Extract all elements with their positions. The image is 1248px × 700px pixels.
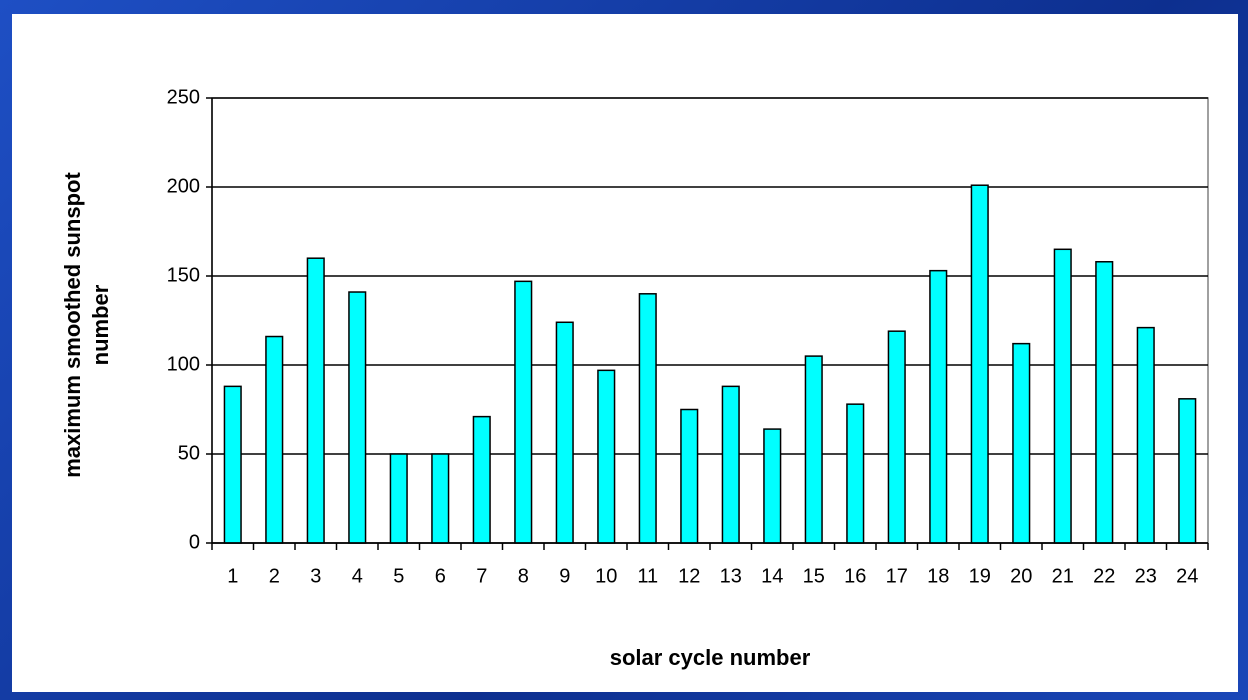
bar [638, 293, 657, 544]
x-tick-label: 24 [1176, 565, 1198, 587]
x-tick-label: 7 [476, 565, 487, 587]
bar [597, 369, 616, 544]
x-tick-label: 1 [227, 565, 238, 587]
x-tick-label: 17 [886, 565, 908, 587]
x-tick-label: 9 [559, 565, 570, 587]
x-tick-label: 10 [595, 565, 617, 587]
x-tick-label: 5 [393, 565, 404, 587]
bar [1178, 398, 1197, 544]
x-tick-label: 13 [720, 565, 742, 587]
bar [846, 403, 865, 544]
x-tick-label: 2 [269, 565, 280, 587]
bar [472, 415, 491, 544]
bar [804, 355, 823, 544]
y-tick-label: 250 [167, 86, 200, 108]
x-tick-label: 12 [678, 565, 700, 587]
y-tick-label: 150 [167, 264, 200, 286]
x-tick-label: 21 [1052, 565, 1074, 587]
x-tick-label: 23 [1135, 565, 1157, 587]
bar [721, 385, 740, 544]
x-tick-label: 18 [927, 565, 949, 587]
x-tick-label: 15 [803, 565, 825, 587]
x-tick-label: 19 [969, 565, 991, 587]
x-tick-label: 14 [761, 565, 783, 587]
bar [680, 408, 699, 544]
y-tick-label: 0 [189, 531, 200, 553]
x-tick-label: 8 [518, 565, 529, 587]
bar [1012, 342, 1031, 544]
bar [555, 321, 574, 544]
x-tick-label: 11 [637, 565, 658, 587]
y-tick-label: 50 [178, 442, 200, 464]
y-tick-label: 100 [167, 353, 200, 375]
x-axis-label: solar cycle number [610, 645, 811, 670]
y-axis-label: maximum smoothed sunspot number [60, 172, 113, 478]
bar [348, 291, 367, 544]
bar [1136, 326, 1155, 544]
bar [1053, 248, 1072, 544]
bar [887, 330, 906, 544]
bar [929, 269, 948, 544]
slide-panel [12, 14, 1238, 692]
bar [431, 453, 450, 544]
x-tick-label: 3 [310, 565, 321, 587]
x-tick-label: 22 [1093, 565, 1115, 587]
bar [763, 428, 782, 544]
bar [306, 257, 325, 544]
x-tick-label: 6 [435, 565, 446, 587]
bar [223, 385, 242, 544]
x-tick-label: 16 [844, 565, 866, 587]
bar [389, 453, 408, 544]
x-tick-label: 20 [1010, 565, 1032, 587]
bar [1095, 261, 1114, 544]
bar [970, 184, 989, 544]
bar [265, 335, 284, 544]
y-tick-label: 200 [167, 175, 200, 197]
bar [514, 280, 533, 544]
x-tick-label: 4 [352, 565, 363, 587]
